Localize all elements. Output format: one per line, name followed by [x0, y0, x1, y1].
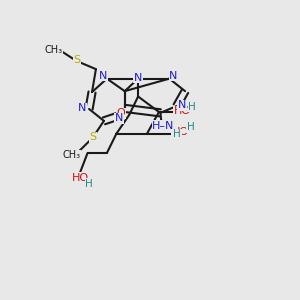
Text: H–N: H–N: [152, 121, 175, 131]
Text: H: H: [188, 102, 196, 112]
Text: H: H: [187, 122, 195, 132]
Text: N: N: [78, 103, 87, 113]
Text: CH₃: CH₃: [44, 45, 62, 56]
Text: S: S: [73, 55, 80, 65]
Text: O: O: [116, 108, 125, 118]
Text: HO: HO: [173, 106, 191, 116]
Text: HO: HO: [172, 127, 189, 137]
Text: H: H: [85, 178, 93, 189]
Text: N: N: [99, 71, 107, 81]
Text: N: N: [115, 113, 123, 124]
Text: HO: HO: [72, 172, 89, 183]
Text: N: N: [134, 73, 142, 83]
Text: S: S: [89, 132, 97, 142]
Text: CH₃: CH₃: [63, 150, 81, 160]
Text: H: H: [173, 129, 181, 139]
Text: N: N: [169, 71, 178, 81]
Text: N: N: [178, 100, 186, 110]
